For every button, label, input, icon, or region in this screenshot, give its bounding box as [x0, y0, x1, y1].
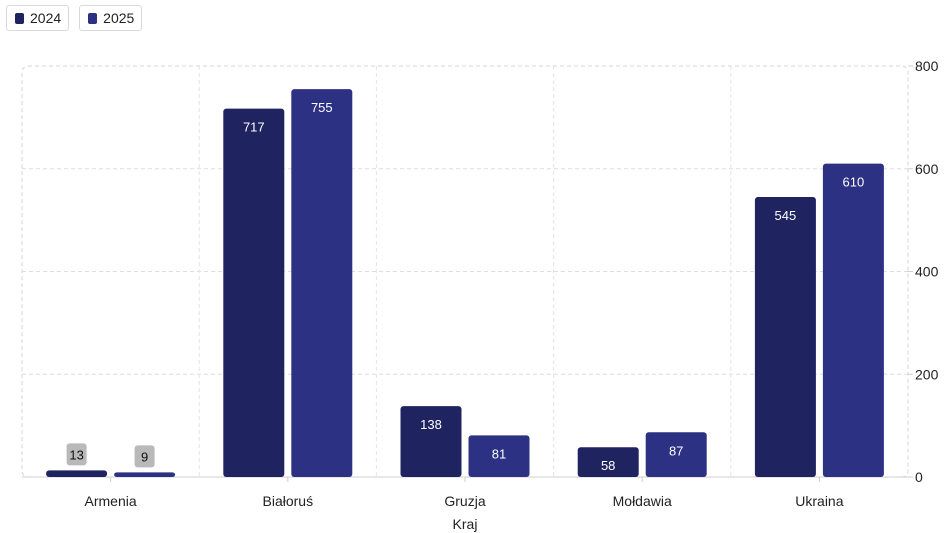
data-label: 138 [420, 417, 442, 432]
data-label-pill [66, 443, 87, 466]
legend-item-2024[interactable]: 2024 [6, 5, 70, 31]
y-tick-label: 200 [915, 366, 939, 382]
legend-swatch-2024 [15, 12, 24, 24]
data-label: 610 [843, 175, 865, 190]
bar [577, 447, 639, 477]
bar [400, 406, 462, 477]
legend-swatch-2025 [88, 12, 98, 24]
bar [754, 197, 816, 477]
x-tick-label: Ukraina [795, 493, 843, 509]
data-label: 87 [669, 443, 683, 458]
data-label: 81 [492, 446, 506, 461]
bar [645, 432, 707, 477]
data-label: 755 [311, 100, 333, 115]
legend: 2024 2025 [6, 5, 143, 31]
bar [114, 472, 176, 477]
data-label-pill [134, 445, 155, 468]
data-label: 58 [601, 458, 615, 473]
x-tick-label: Mołdawia [613, 493, 672, 509]
data-label: 545 [775, 208, 797, 223]
y-tick-label: 400 [915, 264, 939, 280]
data-label: 13 [69, 447, 83, 462]
bar [46, 470, 108, 477]
data-label: 9 [141, 449, 148, 464]
legend-label-2025: 2025 [103, 10, 135, 26]
legend-label-2024: 2024 [30, 10, 62, 26]
x-tick-label: Armenia [85, 493, 137, 509]
y-tick-label: 600 [915, 161, 939, 177]
bar [291, 89, 353, 478]
bar [822, 163, 884, 478]
bar [223, 108, 285, 478]
y-tick-label: 800 [915, 58, 939, 74]
bar [468, 435, 530, 477]
x-tick-label: Białoruś [263, 493, 314, 509]
x-tick-label: Gruzja [444, 493, 485, 509]
legend-item-2025[interactable]: 2025 [79, 5, 143, 31]
y-tick-label: 0 [915, 469, 923, 485]
x-axis-title: Kraj [453, 516, 478, 532]
data-label: 717 [243, 120, 265, 135]
